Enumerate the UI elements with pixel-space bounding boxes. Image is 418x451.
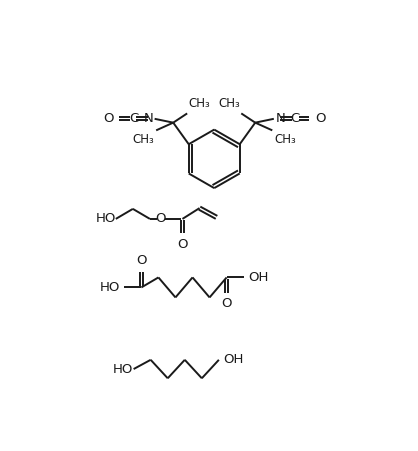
Text: C: C [290,111,299,124]
Text: CH₃: CH₃ [275,133,296,147]
Text: OH: OH [224,353,244,366]
Text: HO: HO [95,212,116,226]
Text: CH₃: CH₃ [189,97,211,110]
Text: C: C [129,111,138,124]
Text: HO: HO [99,281,120,294]
Text: O: O [222,298,232,310]
Text: N: N [143,111,153,124]
Text: CH₃: CH₃ [132,133,154,147]
Text: O: O [177,238,188,251]
Text: O: O [315,111,325,124]
Text: O: O [136,254,147,267]
Text: O: O [103,111,114,124]
Text: O: O [155,212,166,226]
Text: OH: OH [248,271,269,284]
Text: CH₃: CH₃ [218,97,240,110]
Text: HO: HO [113,363,134,376]
Text: N: N [275,111,285,124]
